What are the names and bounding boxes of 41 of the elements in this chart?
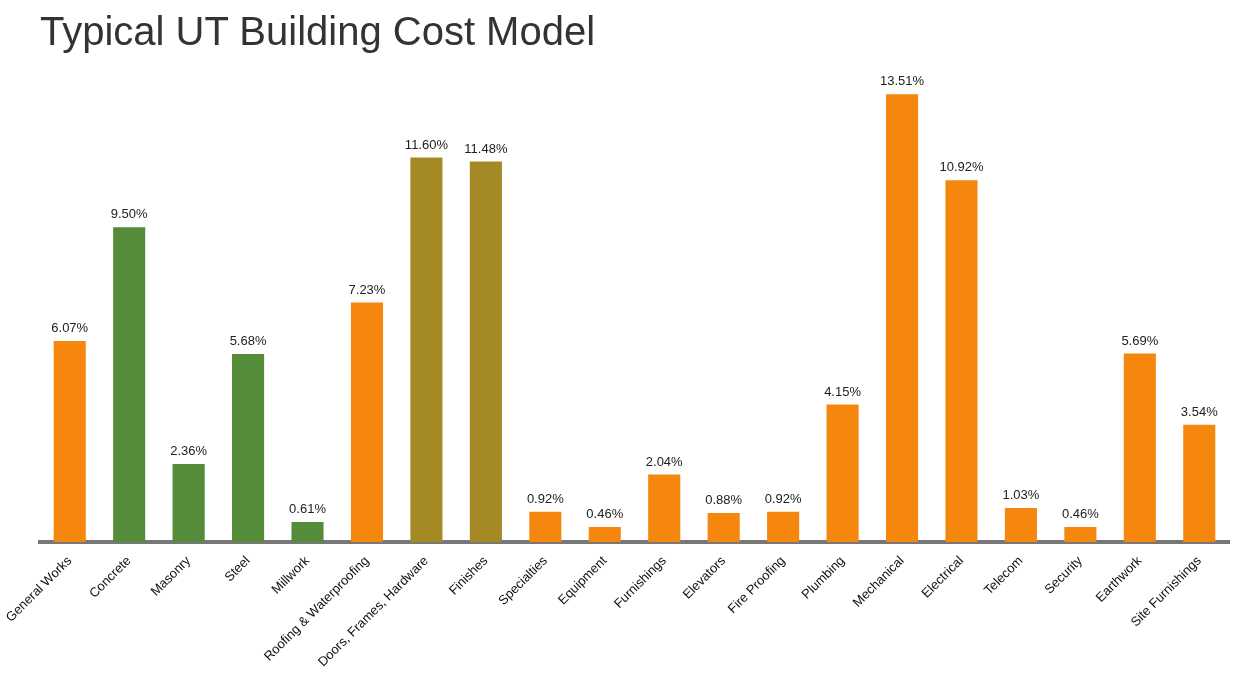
- bar: [113, 227, 146, 543]
- chart-title: Typical UT Building Cost Model: [40, 9, 596, 54]
- data-label: 2.36%: [170, 443, 208, 459]
- data-label: 6.07%: [51, 320, 89, 336]
- data-label: 1.03%: [1002, 487, 1040, 503]
- data-label: 10.92%: [939, 159, 984, 175]
- bar: [707, 513, 740, 543]
- data-label: 0.92%: [526, 490, 565, 506]
- bar: [826, 404, 859, 543]
- data-label: 3.54%: [1180, 403, 1219, 419]
- bar: [53, 340, 86, 543]
- data-label: 0.61%: [289, 501, 327, 517]
- data-label: 5.69%: [1121, 332, 1159, 348]
- bar: [1004, 508, 1037, 543]
- bar: [945, 180, 978, 543]
- bar: [350, 302, 384, 543]
- bar: [172, 463, 205, 543]
- bar: [767, 511, 800, 543]
- bar: [1123, 353, 1156, 543]
- data-label: 13.51%: [879, 73, 925, 89]
- bar: [529, 511, 562, 543]
- bar: [1183, 424, 1216, 543]
- data-label: 0.88%: [705, 492, 743, 508]
- data-label: 0.46%: [1061, 506, 1100, 522]
- bar: [232, 353, 265, 543]
- bar: [588, 526, 621, 543]
- data-label: 7.23%: [348, 281, 386, 297]
- data-label: 5.68%: [229, 332, 267, 348]
- bar: [1064, 526, 1097, 543]
- data-label: 11.48%: [464, 140, 508, 156]
- bar: [648, 474, 681, 543]
- bar: [410, 157, 443, 543]
- data-label: 4.15%: [824, 383, 862, 399]
- bar: [885, 94, 919, 543]
- data-label: 11.60%: [404, 136, 449, 152]
- bar: [291, 522, 324, 543]
- data-label: 2.04%: [645, 453, 684, 469]
- data-label: 0.92%: [764, 490, 802, 506]
- bar: [469, 161, 502, 543]
- data-label: 9.50%: [110, 206, 149, 222]
- data-label: 0.46%: [586, 506, 624, 522]
